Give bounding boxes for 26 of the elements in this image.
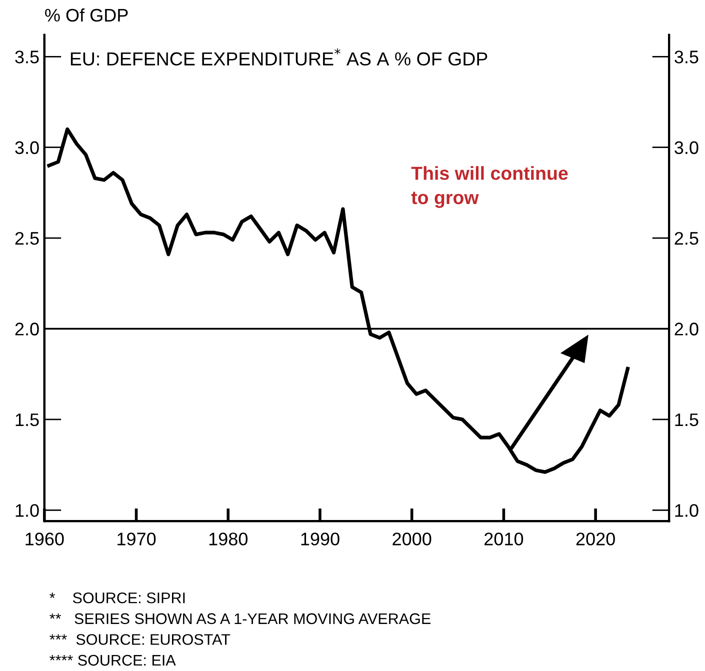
- annotation: This will continue to grow: [411, 166, 568, 208]
- y2-tick-label: 3.5: [674, 50, 698, 64]
- y-tick-label: 2.0: [15, 322, 39, 336]
- x-tick-label: 2010: [484, 532, 524, 546]
- x-tick-label: 1960: [26, 532, 64, 546]
- y-tick-label: 3.0: [15, 141, 39, 154]
- y2-tick-label: 3.0: [674, 141, 698, 154]
- y2-tick-label: 1.0: [675, 504, 698, 517]
- y2-tick-label: 1.5: [675, 414, 698, 426]
- x-tick-label: 1990: [301, 532, 340, 546]
- text: ** SERIES SHOWN AS A 1-YEAR MOVING AVERAGE: [50, 613, 430, 624]
- y2-tick-label: 2.0: [674, 322, 698, 336]
- x-tick-label: 1980: [209, 532, 248, 546]
- x-tick-label: 2020: [576, 532, 615, 546]
- y-tick-label: 2.5: [15, 232, 39, 245]
- x-tick-label: 2000: [392, 532, 432, 546]
- y-tick-label: 1.0: [16, 504, 39, 517]
- x-tick-label: 1970: [118, 532, 156, 546]
- text: EU: DEFENCE EXPENDITURE$^{*}$ AS A % OF GDP: [70, 48, 488, 66]
- text: **** SOURCE: EIA: [50, 654, 176, 666]
- y-tick-label: 3.5: [15, 50, 39, 64]
- y-tick-label: 1.5: [16, 414, 39, 426]
- text: *** SOURCE: EUROSTAT: [50, 634, 230, 645]
- y-axis-title: % Of GDP: [45, 8, 128, 22]
- text: * SOURCE: SIPRI: [50, 592, 185, 604]
- y2-tick-label: 2.5: [674, 232, 698, 245]
